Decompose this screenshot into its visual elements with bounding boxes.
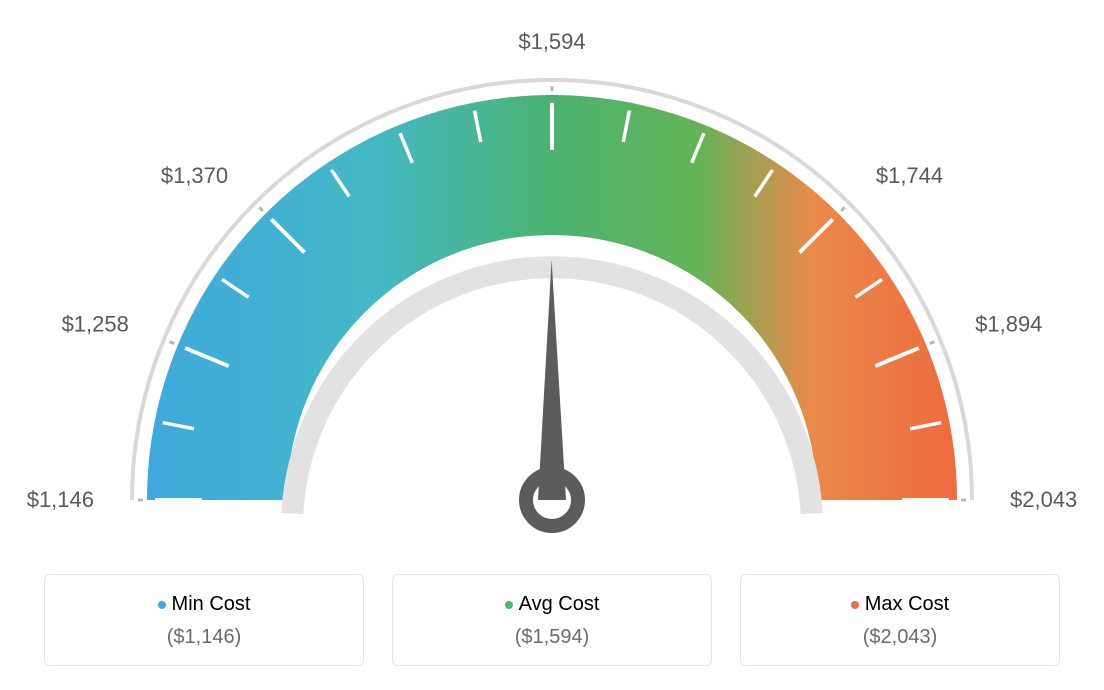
svg-text:$1,894: $1,894 bbox=[975, 312, 1042, 337]
legend-min-value: ($1,146) bbox=[55, 626, 353, 649]
svg-text:$1,594: $1,594 bbox=[518, 29, 585, 54]
legend-avg-value: ($1,594) bbox=[403, 626, 701, 649]
svg-text:$1,744: $1,744 bbox=[876, 163, 943, 188]
gauge-chart: $1,146 $1,258 $1,370 $1,594 $1,744 $1,894 $2,0… bbox=[20, 20, 1084, 550]
legend-min-label: Min Cost bbox=[172, 593, 251, 615]
legend-card-avg: Avg Cost ($1,594) bbox=[392, 574, 712, 666]
legend-max-value: ($2,043) bbox=[751, 626, 1049, 649]
gauge-svg: $1,146 $1,258 $1,370 $1,594 $1,744 $1,894 $2,0… bbox=[20, 20, 1084, 550]
svg-text:$1,370: $1,370 bbox=[161, 163, 228, 188]
legend-max-title: Max Cost bbox=[751, 593, 1049, 616]
legend-max-label: Max Cost bbox=[865, 593, 949, 615]
legend-avg-label: Avg Cost bbox=[519, 593, 600, 615]
svg-text:$1,146: $1,146 bbox=[27, 487, 94, 512]
legend-row: Min Cost ($1,146) Avg Cost ($1,594) Max … bbox=[20, 574, 1084, 666]
svg-text:$2,043: $2,043 bbox=[1010, 487, 1077, 512]
legend-min-title: Min Cost bbox=[55, 593, 353, 616]
dot-icon bbox=[851, 601, 859, 609]
dot-icon bbox=[505, 601, 513, 609]
legend-avg-title: Avg Cost bbox=[403, 593, 701, 616]
legend-card-max: Max Cost ($2,043) bbox=[740, 574, 1060, 666]
legend-card-min: Min Cost ($1,146) bbox=[44, 574, 364, 666]
dot-icon bbox=[158, 601, 166, 609]
svg-text:$1,258: $1,258 bbox=[62, 312, 129, 337]
